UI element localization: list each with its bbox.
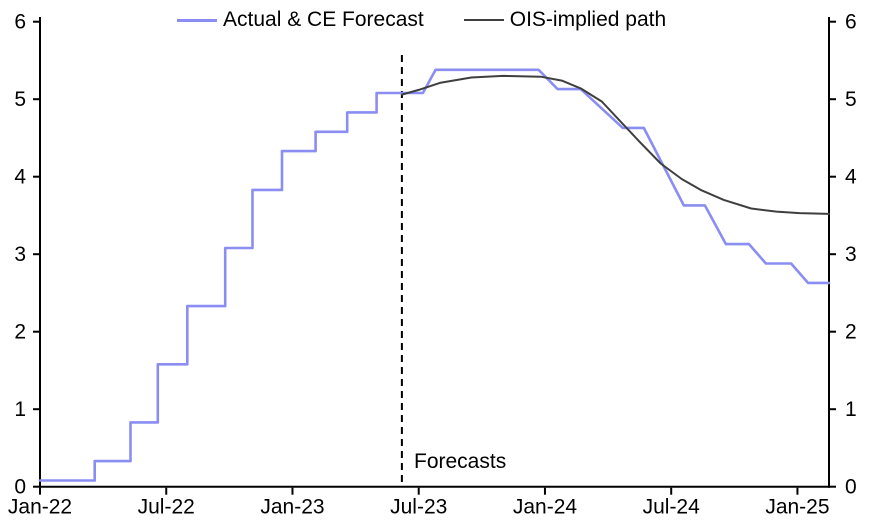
x-axis-tick-label: Jan-24 — [513, 496, 578, 519]
y-axis-tick-label-left: 4 — [14, 166, 26, 189]
x-axis-tick-label: Jan-23 — [260, 496, 324, 519]
x-axis-tick-label: Jan-25 — [765, 496, 829, 519]
legend-label-actual-ce: Actual & CE Forecast — [223, 8, 424, 31]
y-axis-tick-label-right: 4 — [845, 166, 857, 189]
y-axis-tick-label-right: 0 — [845, 476, 857, 499]
ois-line-swatch — [463, 19, 504, 21]
x-axis-tick-label: Jul-24 — [643, 496, 701, 519]
actual-ce-line-swatch — [177, 18, 217, 22]
actual-ce-forecast-line — [38, 68, 831, 482]
y-axis-tick-label-right: 2 — [845, 321, 857, 344]
x-axis-tick-label: Jan-22 — [8, 496, 72, 519]
y-axis-tick-label-left: 6 — [14, 11, 26, 34]
ois-implied-path-line — [400, 74, 830, 215]
y-axis-tick-label-left: 3 — [14, 243, 26, 266]
forecasts-annotation: Forecasts — [414, 450, 507, 473]
x-axis-tick-label: Jul-22 — [138, 496, 195, 519]
chart-legend: Actual & CE Forecast OIS-implied path — [177, 8, 666, 32]
y-axis-tick-label-left: 5 — [14, 88, 26, 111]
y-axis-tick-label-right: 3 — [845, 243, 857, 266]
x-axis-tick-label: Jul-23 — [390, 496, 447, 519]
y-axis-tick-label-left: 1 — [14, 398, 26, 421]
y-axis-tick-label-right: 5 — [845, 88, 857, 111]
legend-item-actual-ce: Actual & CE Forecast — [177, 8, 424, 32]
legend-item-ois: OIS-implied path — [463, 8, 667, 32]
y-axis-tick-label-right: 1 — [845, 398, 857, 421]
y-axis-tick-label-left: 2 — [14, 321, 26, 344]
y-axis-tick-label-right: 6 — [845, 11, 857, 34]
legend-label-ois: OIS-implied path — [509, 8, 667, 31]
y-axis-tick-label-left: 0 — [14, 476, 26, 499]
